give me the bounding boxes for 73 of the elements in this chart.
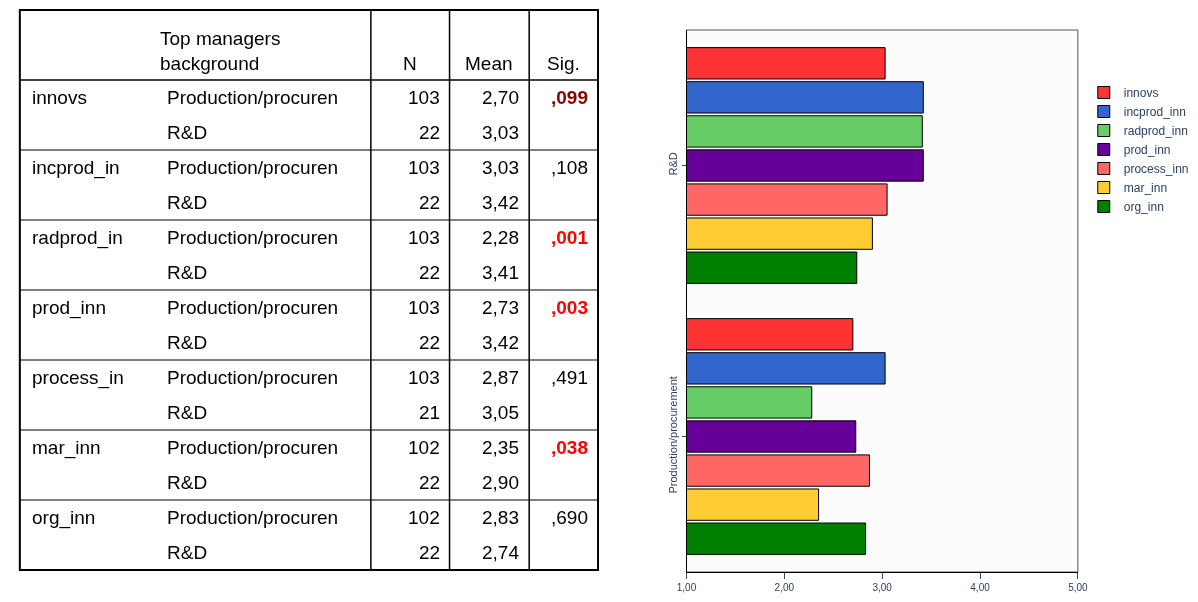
text: 22	[419, 122, 441, 143]
text: incprod_in	[32, 157, 120, 179]
x-tick-label: 1,00	[676, 582, 697, 593]
text: R&D	[167, 122, 208, 143]
text: ,001	[551, 227, 589, 248]
text: R&D	[167, 262, 208, 283]
text: innovs	[32, 87, 87, 108]
text: N	[403, 53, 417, 74]
text: Sig.	[547, 53, 580, 74]
y-tick-label: Production/procurement	[667, 376, 680, 494]
text: 22	[419, 262, 441, 283]
legend-label: radprod_inn	[1123, 124, 1188, 139]
text: Production/procuren	[167, 157, 339, 178]
x-tick-label: 5,00	[1068, 582, 1089, 593]
legend-label: prod_inn	[1123, 143, 1171, 158]
text: ,003	[551, 297, 588, 318]
text: 103	[408, 297, 440, 318]
text: Top managers background	[160, 28, 281, 74]
text: ,491	[551, 367, 588, 388]
text: R&D	[167, 542, 208, 563]
text: Mean	[465, 53, 513, 74]
text: 103	[408, 367, 440, 388]
text: R&D	[167, 402, 208, 423]
text: Production/procuren	[167, 227, 339, 248]
text: R&D	[167, 332, 208, 353]
legend-label: incprod_inn	[1123, 105, 1186, 120]
x-tick-label: 2,00	[774, 582, 795, 593]
text: 2,90	[482, 472, 519, 493]
text: org_inn	[32, 507, 96, 529]
text: 2,74	[482, 542, 520, 563]
x-tick-label: 3,00	[872, 582, 893, 593]
text: 2,83	[482, 507, 519, 528]
text: 2,28	[482, 227, 519, 248]
text: 103	[408, 157, 440, 178]
text: 2,87	[482, 367, 519, 388]
text: process_in	[32, 367, 124, 389]
text: 22	[419, 472, 441, 493]
text: Production/procuren	[167, 87, 339, 108]
text: 2,73	[482, 297, 519, 318]
legend-label: org_inn	[1123, 200, 1164, 215]
text: 22	[419, 192, 441, 213]
legend-label: innovs	[1123, 86, 1159, 101]
text: 3,03	[482, 122, 519, 143]
text: ,108	[551, 157, 588, 178]
text: R&D	[167, 472, 208, 493]
text: 3,42	[482, 332, 519, 353]
text: 22	[419, 542, 441, 563]
text: 2,70	[482, 87, 519, 108]
text: prod_inn	[32, 297, 106, 319]
legend-label: process_inn	[1123, 162, 1189, 177]
text: R&D	[167, 192, 208, 213]
text: 2,35	[482, 437, 519, 458]
x-tick-label: 4,00	[970, 582, 991, 593]
text: ,038	[551, 437, 588, 458]
text: ,099	[551, 87, 588, 108]
text: Production/procuren	[167, 507, 339, 528]
text: 22	[419, 332, 441, 353]
text: 3,03	[482, 157, 519, 178]
text: 102	[408, 437, 440, 458]
text: Production/procuren	[167, 297, 339, 318]
text: 3,42	[482, 192, 519, 213]
text: ,690	[551, 507, 588, 528]
text: Production/procuren	[167, 367, 339, 388]
text: Production/procuren	[167, 437, 339, 458]
text: 3,41	[482, 262, 519, 283]
text: 103	[408, 227, 440, 248]
text: 21	[419, 402, 441, 423]
text: 103	[408, 87, 440, 108]
text: mar_inn	[32, 437, 101, 459]
text: radprod_in	[32, 227, 123, 249]
legend-label: mar_inn	[1123, 181, 1168, 196]
text: 102	[408, 507, 440, 528]
text: 3,05	[482, 402, 519, 423]
